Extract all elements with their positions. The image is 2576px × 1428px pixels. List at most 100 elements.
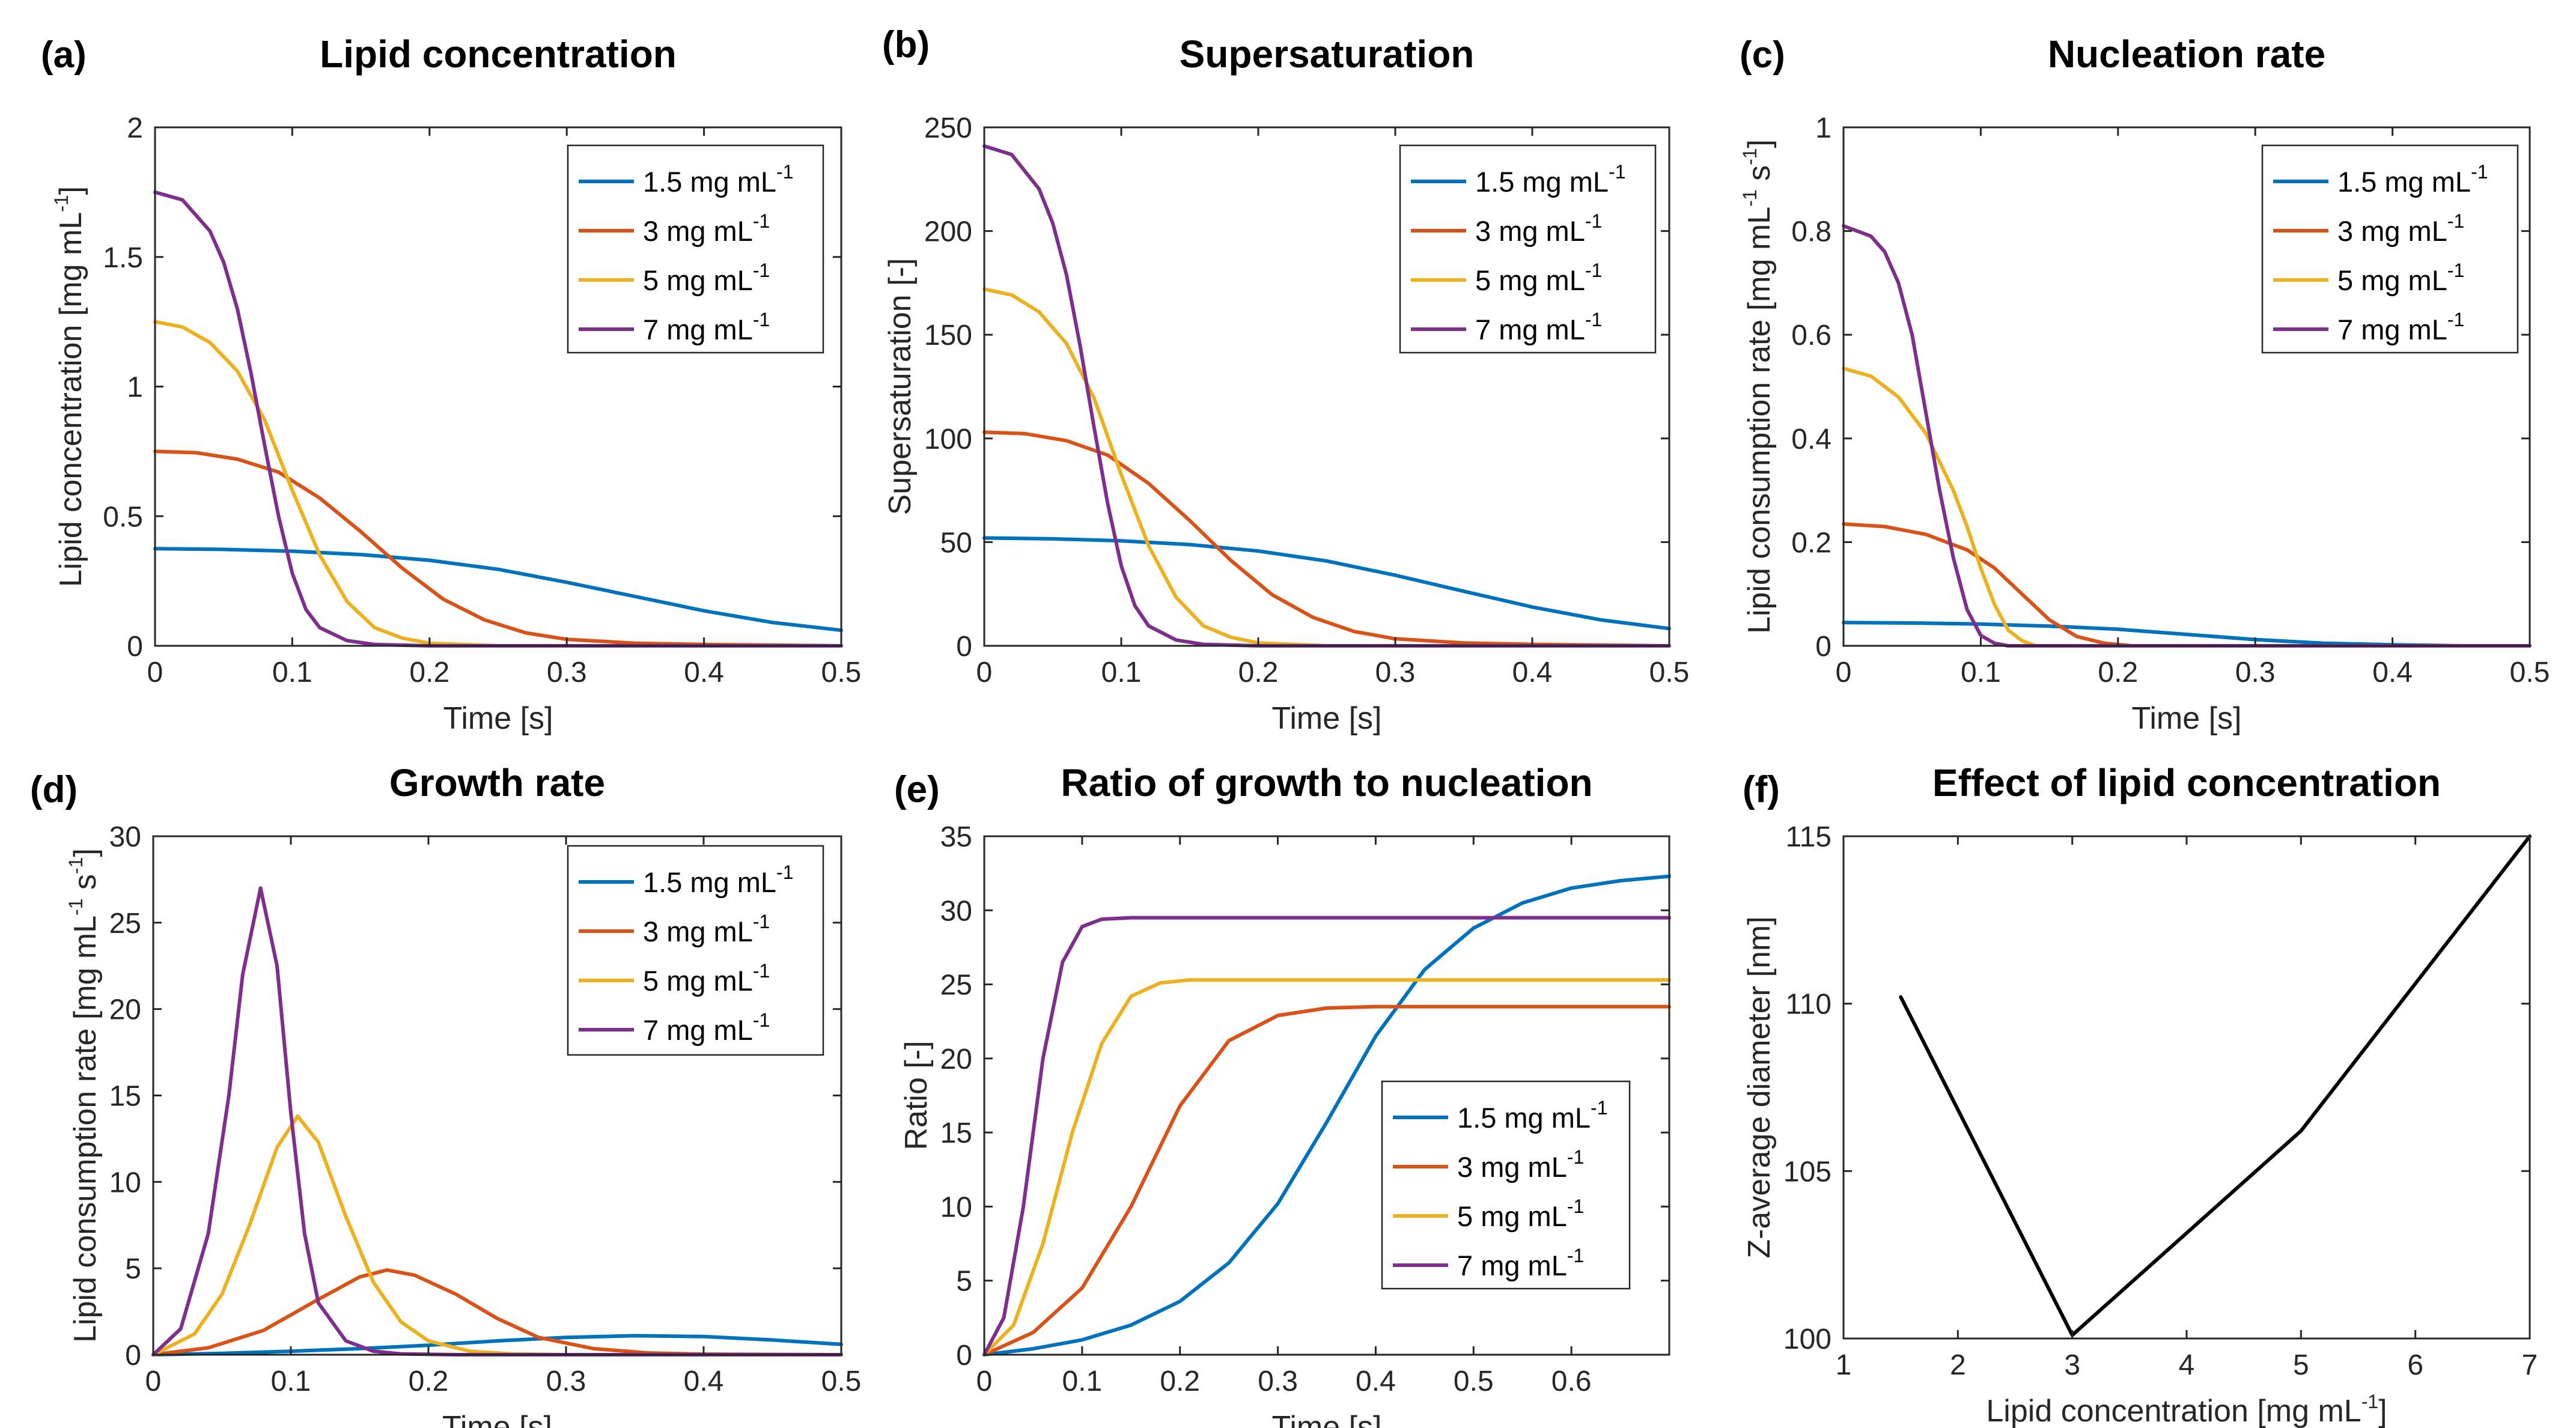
- x-tick-label: 0.3: [547, 657, 587, 688]
- x-axis-label-end: ]: [2378, 1394, 2387, 1428]
- legend: 1.5 mg mL-13 mg mL-15 mg mL-17 mg mL-1: [567, 845, 824, 1056]
- panel-title: Effect of lipid concentration: [1932, 761, 2441, 804]
- x-tick-label: 5: [2293, 1349, 2309, 1381]
- y-tick-label: 0: [956, 631, 972, 663]
- series-line: [153, 320, 843, 648]
- x-tick-label: 0.3: [546, 1366, 586, 1397]
- y-tick-label: 100: [1783, 1323, 1832, 1355]
- legend-label-sup: -1: [1567, 1196, 1584, 1217]
- panel-letter: (c): [1740, 34, 1785, 76]
- legend-label: 1.5 mg mL-1: [2337, 161, 2488, 198]
- x-tick-label: 1: [1836, 1349, 1852, 1381]
- legend-label-text: 3 mg mL: [2337, 215, 2447, 247]
- x-axis-label-text: Lipid concentration [mg mL: [1986, 1394, 2361, 1428]
- legend-label-sup: -1: [753, 960, 770, 982]
- series-line: [1842, 366, 2532, 648]
- y-tick-label: 0.5: [103, 501, 143, 533]
- y-tick-label: 20: [940, 1044, 972, 1075]
- legend-label: 7 mg mL-1: [2337, 309, 2464, 345]
- legend-label-text: 5 mg mL: [643, 264, 753, 296]
- x-tick-label: 3: [2064, 1349, 2080, 1381]
- x-tick-label: 0.5: [821, 657, 862, 688]
- x-tick-label: 0.2: [409, 1366, 449, 1397]
- x-tick-label: 0.4: [2372, 657, 2413, 688]
- panel-letter: (e): [894, 769, 940, 810]
- y-axis-label: Lipid consumption rate [mg mL-1 s-1]: [65, 848, 103, 1343]
- legend-label-sup: -1: [2447, 309, 2464, 330]
- legend-label-text: 1.5 mg mL: [643, 166, 776, 198]
- y-axis-label-end: ]: [1742, 139, 1777, 148]
- legend-label-text: 3 mg mL: [1457, 1151, 1567, 1183]
- panel-d: (d) Growth rate 0 0.1 0.2 0.3 0.4 0.5 0 5 10 15 20 25…: [30, 761, 861, 1428]
- y-tick-label: 0: [956, 1340, 972, 1372]
- series-line: [1842, 621, 2532, 648]
- x-tick-label: 0.3: [1375, 657, 1416, 688]
- y-axis-label-text: Z-average diameter [nm]: [1742, 916, 1777, 1258]
- legend-label: 3 mg mL-1: [643, 911, 770, 947]
- panel-letter: (f): [1743, 769, 1780, 810]
- series-line: [982, 874, 1671, 1357]
- panel-letter: (a): [41, 34, 87, 76]
- x-tick-label: 0.4: [684, 657, 724, 688]
- y-tick-label: 100: [924, 424, 972, 455]
- legend-label: 7 mg mL-1: [1475, 309, 1602, 345]
- y-tick-label: 110: [1785, 989, 1832, 1021]
- axes-box: [1842, 126, 2531, 647]
- panel-title: Growth rate: [389, 761, 605, 804]
- y-axis-label: Ratio [-]: [899, 1041, 934, 1150]
- y-tick-label: 115: [1785, 821, 1832, 853]
- legend-label: 3 mg mL-1: [643, 210, 770, 247]
- y-axis-label-sup2: -1: [1739, 148, 1761, 165]
- x-axis-label: Time [s]: [1272, 1410, 1382, 1428]
- legend: 1.5 mg mL-13 mg mL-15 mg mL-17 mg mL-1: [1399, 144, 1657, 354]
- y-axis-label-text: Ratio [-]: [899, 1041, 934, 1150]
- x-tick-label: 0.1: [1062, 1366, 1102, 1397]
- legend-label-sup: -1: [1567, 1146, 1584, 1168]
- legend-label-text: 1.5 mg mL: [643, 866, 776, 898]
- legend-label-sup: -1: [776, 161, 793, 183]
- legend-label-sup: -1: [1591, 1097, 1607, 1119]
- y-tick-label: 30: [109, 821, 141, 853]
- panel-f: (f) Effect of lipid concentration 1 2 3 4 5 6 7 1…: [1742, 761, 2538, 1428]
- y-axis-label-sup: -1: [65, 898, 87, 915]
- y-tick-label: 250: [924, 112, 972, 144]
- legend-label: 7 mg mL-1: [643, 1009, 770, 1046]
- y-tick-label: 10: [940, 1191, 972, 1223]
- legend-label-sup: -1: [2471, 161, 2488, 183]
- x-tick-label: 7: [2522, 1349, 2538, 1381]
- legend-label-text: 1.5 mg mL: [1457, 1102, 1591, 1134]
- y-tick-label: 0: [127, 631, 143, 663]
- legend-label-sup: -1: [753, 1009, 770, 1031]
- y-axis-label: Supersaturation [-]: [883, 258, 918, 515]
- legend-label-sup: -1: [776, 861, 793, 883]
- legend-label-sup: -1: [1609, 161, 1625, 183]
- legend-label-text: 3 mg mL: [1475, 215, 1585, 247]
- x-tick-label: 0.5: [1454, 1366, 1494, 1397]
- x-tick-label: 0.2: [1160, 1366, 1200, 1397]
- x-axis-label-text: Time [s]: [443, 701, 553, 736]
- y-tick-label: 1: [1815, 112, 1832, 144]
- legend-label: 5 mg mL-1: [1457, 1196, 1584, 1232]
- y-tick-label: 0.4: [1791, 424, 1832, 455]
- legend-label: 5 mg mL-1: [1475, 260, 1602, 296]
- y-tick-label: 5: [125, 1253, 141, 1285]
- x-axis-label: Time [s]: [2132, 701, 2242, 736]
- y-axis-label-sup2: -1: [65, 857, 87, 874]
- x-axis-label-text: Time [s]: [442, 1410, 552, 1428]
- x-tick-label: 6: [2407, 1349, 2423, 1381]
- x-tick-label: 0.1: [271, 1366, 311, 1397]
- x-tick-label: 0.4: [684, 1366, 724, 1397]
- x-tick-label: 4: [2179, 1349, 2195, 1381]
- series-line: [982, 536, 1671, 631]
- legend-label: 1.5 mg mL-1: [643, 161, 794, 198]
- y-axis-label-text: Lipid consumption rate [mg mL: [1742, 207, 1777, 634]
- legend-label: 3 mg mL-1: [1457, 1146, 1584, 1183]
- series-line: [151, 1334, 843, 1357]
- legend: 1.5 mg mL-13 mg mL-15 mg mL-17 mg mL-1: [567, 144, 824, 354]
- series-line: [1842, 522, 2532, 648]
- y-tick-label: 200: [924, 216, 972, 248]
- legend-label-sup: -1: [1585, 260, 1602, 281]
- panel-b: (b) Supersaturation 0 0.1 0.2 0.3 0.4 0.5 0 50 100…: [882, 24, 1689, 736]
- legend-label: 3 mg mL-1: [2337, 210, 2464, 247]
